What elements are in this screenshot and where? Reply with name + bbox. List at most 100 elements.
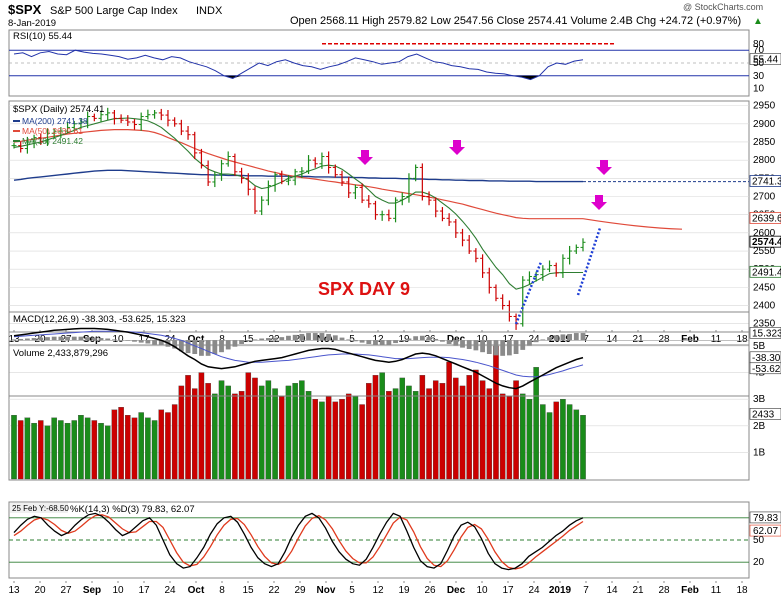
volume-bar <box>285 385 292 480</box>
x-axis-label: 17 <box>138 334 150 345</box>
stochastic-k-line <box>13 512 584 571</box>
volume-bar <box>526 399 533 480</box>
volume-bar <box>399 377 406 480</box>
x-axis-label: 14 <box>606 334 618 345</box>
macd-histogram-bar <box>219 340 224 353</box>
price-value-box <box>749 212 781 224</box>
x-axis-label: 22 <box>268 585 280 596</box>
ma50-projection <box>582 218 683 230</box>
x-axis-label: 10 <box>112 334 124 345</box>
stochastic-tick-label: 20 <box>753 557 765 568</box>
x-axis-label: 24 <box>528 334 540 345</box>
rsi-tick-label: 70 <box>753 45 765 56</box>
x-axis-label: 24 <box>164 334 176 345</box>
volume-bar <box>419 375 426 480</box>
stochastic-value-box <box>749 511 781 524</box>
x-axis-label: 17 <box>138 585 150 596</box>
macd-histogram-bar <box>118 340 124 341</box>
x-axis-label: 2019 <box>549 585 572 596</box>
price-value-label: 2741.3 <box>752 176 781 187</box>
macd-histogram-bar <box>24 338 30 341</box>
x-axis-label: 28 <box>658 585 670 596</box>
volume-bar <box>560 399 566 480</box>
macd-histogram-bar <box>460 340 465 348</box>
x-axis-bottom: 13 20 27 Sep 10 17 24 Oct 8 15 22 29 Nov 5 12 19 26 Dec 10… <box>8 581 748 596</box>
x-axis-label: 18 <box>736 334 748 345</box>
stochastic-legend: %K(14,3) %D(3) 79.83, 62.07 <box>70 504 195 515</box>
x-axis-label: 26 <box>424 585 436 596</box>
macd-histogram-bar <box>413 336 419 341</box>
macd-value-label: -53.62 <box>752 364 781 375</box>
macd-histogram-bar <box>332 335 338 341</box>
volume-bar <box>165 412 171 480</box>
macd-histogram-bar <box>152 340 157 345</box>
ma50-line <box>13 129 583 220</box>
macd-histogram-bar <box>399 340 405 342</box>
macd-histogram-bar <box>138 340 144 343</box>
volume-bar <box>319 401 325 480</box>
macd-histogram-bar <box>71 336 77 341</box>
x-axis-label: 19 <box>398 334 410 345</box>
volume-bar <box>520 393 526 480</box>
macd-histogram-bar <box>91 337 97 341</box>
macd-histogram-bar <box>158 340 164 346</box>
stochastic-tick-label: 62.07 <box>753 526 778 537</box>
rsi-tick-label: 30 <box>753 71 765 82</box>
macd-histogram-bar <box>393 340 398 344</box>
price-legend-entry: MA(50) 2639.61 <box>22 126 83 136</box>
macd-legend: MACD(12,26,9) -38.303, -53.625, 15.323 <box>13 314 186 325</box>
x-axis-label: 21 <box>632 585 644 596</box>
macd-histogram-bar <box>480 340 485 353</box>
up-arrow-icon: ▲ <box>753 16 763 27</box>
macd-histogram-bar <box>192 340 198 354</box>
macd-histogram-bar <box>45 337 50 341</box>
volume-bar <box>426 388 432 480</box>
macd-histogram-bar <box>573 333 579 341</box>
macd-histogram-bar <box>553 335 559 341</box>
volume-bar <box>339 399 345 480</box>
volume-bar <box>305 391 312 480</box>
x-axis-label: 19 <box>398 585 410 596</box>
macd-histogram-bar <box>232 340 238 347</box>
macd-histogram-bar <box>178 340 184 352</box>
x-axis-label: Dec <box>447 585 466 596</box>
price-value-label: 2491.4 <box>752 267 781 278</box>
volume-bar <box>359 404 365 480</box>
macd-histogram-bar <box>98 338 104 341</box>
volume-bar <box>158 409 165 480</box>
macd-value-label: -38.30 <box>752 353 781 364</box>
stochastic-overlay-label: 25 Feb Y:-68.50 <box>12 504 69 513</box>
stochastic-d-line <box>13 514 584 570</box>
price-value-label: 2574.4 <box>752 237 781 248</box>
volume-bar <box>185 375 191 480</box>
volume-bar <box>453 377 459 480</box>
volume-bar <box>573 409 580 480</box>
volume-bar <box>345 393 352 480</box>
volume-bar <box>499 393 506 480</box>
volume-bar <box>44 425 51 480</box>
macd-histogram-bar <box>560 334 566 341</box>
x-axis-label: 13 <box>8 585 20 596</box>
volume-bar <box>533 367 539 480</box>
volume-bar <box>265 380 272 480</box>
volume-legend: Volume 2,433,879,296 <box>13 348 108 359</box>
volume-value-box <box>749 408 781 420</box>
macd-histogram-bar <box>373 340 378 345</box>
volume-tick-label: 1B <box>753 447 766 458</box>
price-tick-label: 2800 <box>753 155 776 166</box>
price-tick-label: 2600 <box>753 228 776 239</box>
price-tick-label: 2950 <box>753 101 776 112</box>
volume-bar <box>78 415 84 480</box>
rsi-oversold-fill <box>14 75 583 80</box>
x-axis-label: 2019 <box>549 334 572 345</box>
volume-bar <box>372 375 379 480</box>
macd-histogram-bar <box>105 338 111 341</box>
volume-bar <box>225 385 231 480</box>
ma10-line <box>13 117 583 290</box>
volume-bar <box>432 380 439 480</box>
price-value-label: 2639.6 <box>752 213 781 224</box>
macd-histogram-bar <box>406 338 412 341</box>
pink-down-arrow-icon <box>591 195 607 210</box>
volume-bar <box>540 404 546 480</box>
x-axis-label: 17 <box>502 334 514 345</box>
